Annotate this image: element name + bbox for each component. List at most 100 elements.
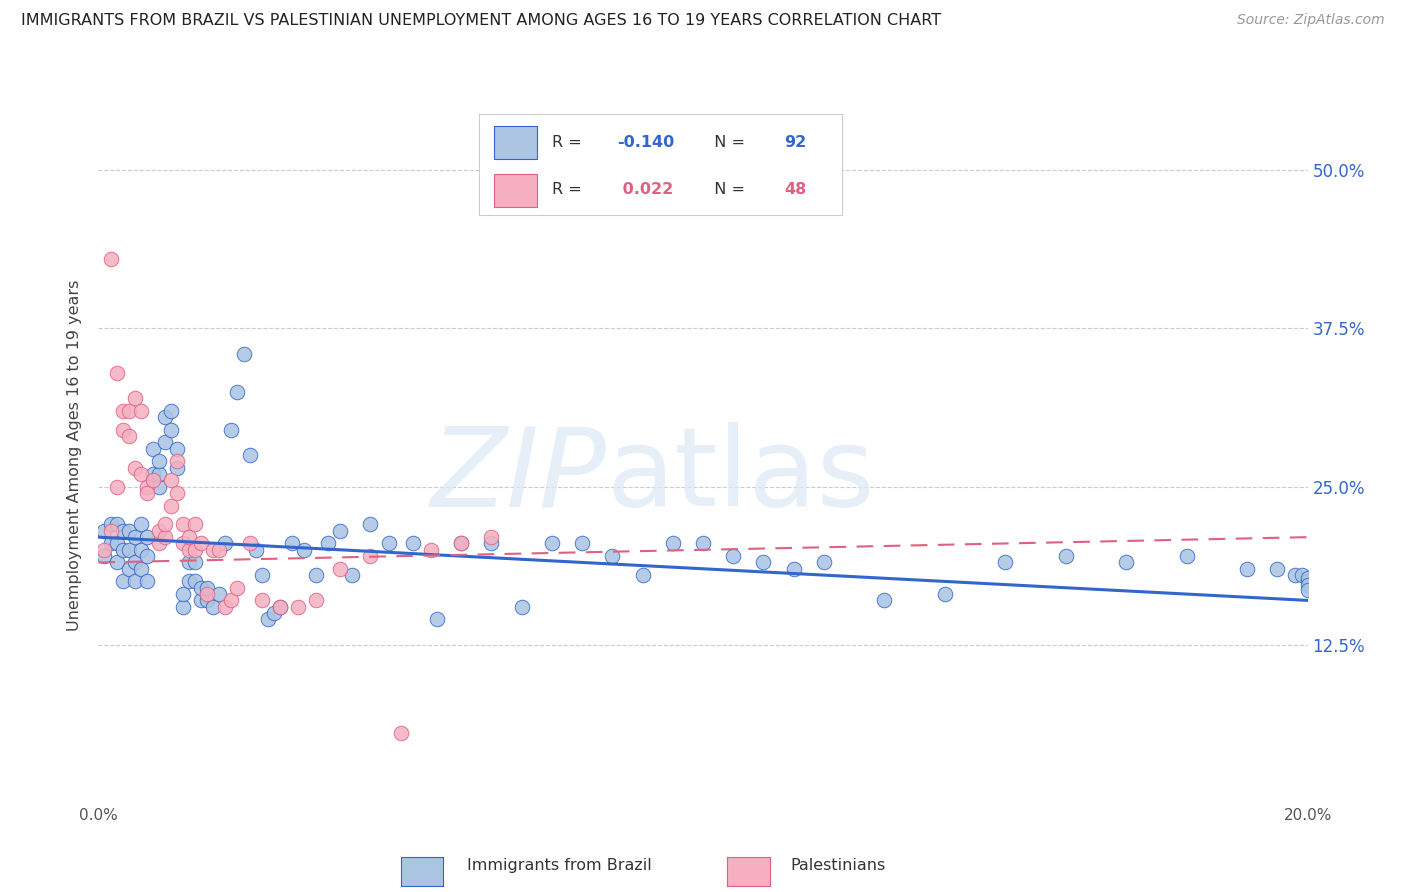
Point xyxy=(256,612,278,626)
Point xyxy=(160,473,183,487)
Point xyxy=(1236,562,1258,576)
Point xyxy=(329,562,352,576)
Point xyxy=(172,536,194,550)
Text: Palestinians: Palestinians xyxy=(790,858,886,873)
Y-axis label: Unemployment Among Ages 16 to 19 years: Unemployment Among Ages 16 to 19 years xyxy=(67,279,83,631)
Point xyxy=(166,442,188,456)
Point xyxy=(202,542,225,557)
Point xyxy=(420,542,443,557)
Point xyxy=(540,536,562,550)
Point xyxy=(124,556,146,570)
Point xyxy=(105,479,128,493)
Point xyxy=(389,726,412,740)
Point xyxy=(93,524,115,538)
Point xyxy=(481,536,503,550)
Point xyxy=(1296,574,1319,589)
Point xyxy=(148,479,170,493)
Point xyxy=(873,593,896,607)
Point xyxy=(1175,549,1198,563)
Point xyxy=(118,429,141,443)
Point xyxy=(662,536,685,550)
Point xyxy=(281,536,304,550)
Point xyxy=(129,403,152,417)
Point xyxy=(226,384,249,399)
Point xyxy=(1296,571,1319,585)
Point xyxy=(1296,578,1319,592)
Point xyxy=(190,593,212,607)
Point xyxy=(571,536,593,550)
Point xyxy=(692,536,714,550)
Point xyxy=(1296,583,1319,598)
Point xyxy=(129,467,152,481)
Point xyxy=(221,593,243,607)
Point xyxy=(148,536,170,550)
Point xyxy=(342,568,364,582)
Point xyxy=(994,556,1017,570)
Point xyxy=(100,536,122,550)
Point xyxy=(111,524,134,538)
Point xyxy=(510,599,533,614)
Text: Source: ZipAtlas.com: Source: ZipAtlas.com xyxy=(1237,13,1385,28)
Point xyxy=(1054,549,1077,563)
Point xyxy=(111,423,134,437)
Point xyxy=(135,486,157,500)
Point xyxy=(135,574,157,589)
Point xyxy=(118,562,141,576)
Point xyxy=(172,517,194,532)
Point xyxy=(783,562,806,576)
Text: atlas: atlas xyxy=(606,422,875,529)
Point xyxy=(190,536,212,550)
Point xyxy=(129,542,152,557)
Point xyxy=(239,448,262,462)
Point xyxy=(124,460,146,475)
Point xyxy=(105,517,128,532)
Point xyxy=(166,454,188,468)
Point xyxy=(250,593,273,607)
Point xyxy=(1284,568,1306,582)
Point xyxy=(118,403,141,417)
Point xyxy=(402,536,425,550)
Point xyxy=(602,549,624,563)
Point xyxy=(360,549,382,563)
Point xyxy=(179,556,201,570)
Point xyxy=(232,347,254,361)
Point xyxy=(153,409,176,424)
Text: Immigrants from Brazil: Immigrants from Brazil xyxy=(467,858,652,873)
Point xyxy=(129,562,152,576)
Point xyxy=(631,568,654,582)
Point xyxy=(100,252,122,266)
Point xyxy=(195,593,218,607)
Point xyxy=(221,423,243,437)
Point xyxy=(195,581,218,595)
Text: IMMIGRANTS FROM BRAZIL VS PALESTINIAN UNEMPLOYMENT AMONG AGES 16 TO 19 YEARS COR: IMMIGRANTS FROM BRAZIL VS PALESTINIAN UN… xyxy=(21,13,941,29)
Point xyxy=(166,486,188,500)
Point xyxy=(105,366,128,380)
Point xyxy=(184,556,207,570)
Point xyxy=(329,524,352,538)
Point xyxy=(148,454,170,468)
Point xyxy=(245,542,267,557)
Point xyxy=(124,574,146,589)
Point xyxy=(93,549,115,563)
Point xyxy=(172,599,194,614)
Point xyxy=(129,517,152,532)
Point xyxy=(179,530,201,544)
Point xyxy=(179,574,201,589)
Point xyxy=(214,599,236,614)
Point xyxy=(269,599,291,614)
Point xyxy=(1267,562,1289,576)
Point xyxy=(190,581,212,595)
Point xyxy=(166,460,188,475)
Point xyxy=(250,568,273,582)
Point xyxy=(752,556,775,570)
Point xyxy=(239,536,262,550)
Point xyxy=(1291,568,1313,582)
Point xyxy=(426,612,449,626)
Point xyxy=(160,499,183,513)
Point xyxy=(142,442,165,456)
Point xyxy=(360,517,382,532)
Point xyxy=(100,524,122,538)
Point xyxy=(111,403,134,417)
Point xyxy=(105,556,128,570)
Point xyxy=(813,556,835,570)
